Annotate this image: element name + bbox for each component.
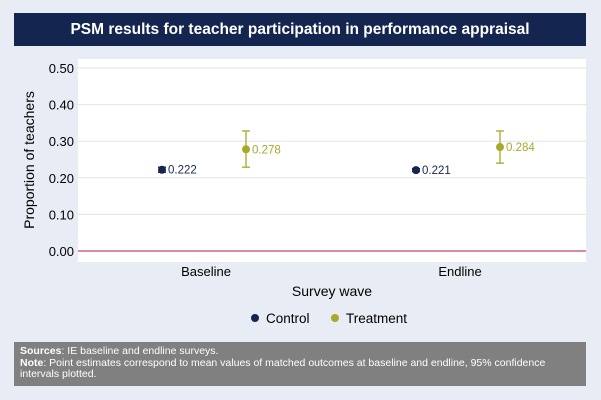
y-tick-label: 0.10 — [49, 207, 74, 222]
note-label: Note — [20, 356, 44, 369]
sources-line: Sources: IE baseline and endline surveys… — [20, 345, 580, 358]
sources-text: : IE baseline and endline surveys. — [61, 345, 219, 357]
sources-label: Sources — [20, 345, 62, 357]
plot-background — [78, 59, 586, 262]
legend-label: Treatment — [346, 311, 407, 326]
legend-marker — [251, 314, 259, 322]
chart-title: PSM results for teacher participation in… — [14, 13, 586, 46]
y-tick-label: 0.30 — [49, 134, 74, 149]
footnote-box: Sources: IE baseline and endline surveys… — [14, 342, 586, 386]
data-label: 0.284 — [506, 142, 535, 154]
chart-area: 0.00 0.10 0.20 0.30 0.40 0.50 Baseline Endline… — [21, 59, 586, 326]
y-tick-label: 0.40 — [49, 98, 74, 113]
x-tick-label: Baseline — [181, 264, 231, 279]
y-axis-label: Proportion of teachers — [21, 91, 37, 229]
legend: Control Treatment — [251, 311, 407, 326]
y-tick-label: 0.50 — [49, 61, 74, 76]
data-point — [412, 166, 420, 175]
note-line: Note: Point estimates correspond to mean… — [20, 356, 580, 381]
x-axis-label: Survey wave — [292, 283, 372, 299]
x-tick-label: Endline — [438, 264, 481, 279]
data-point — [496, 143, 504, 152]
y-tick-label: 0.00 — [49, 244, 74, 259]
data-label: 0.222 — [168, 165, 197, 177]
data-label: 0.278 — [252, 144, 281, 156]
legend-label: Control — [266, 311, 310, 326]
data-label: 0.221 — [422, 165, 451, 177]
data-point — [242, 145, 250, 154]
y-tick-label: 0.20 — [49, 171, 74, 186]
data-point — [158, 165, 166, 174]
legend-marker — [331, 314, 339, 322]
note-text: : Point estimates correspond to mean val… — [20, 356, 546, 380]
